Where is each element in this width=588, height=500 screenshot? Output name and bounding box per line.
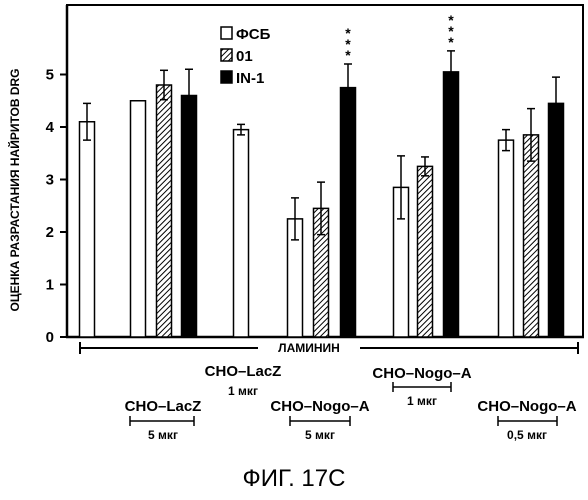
group-dose-2: 1 мкг	[228, 384, 258, 398]
group-label-2: CHO–LacZ	[205, 363, 282, 380]
bar	[182, 96, 197, 338]
legend-swatch-solid	[221, 71, 232, 83]
group-label-4: CHO–Nogo–A	[372, 365, 471, 382]
legend-label-3: IN-1	[236, 70, 264, 87]
bar	[418, 166, 433, 337]
legend-label-1: ФСБ	[236, 26, 271, 43]
y-ticks: 0 1 2 3 4 5	[46, 67, 67, 347]
bar	[157, 85, 172, 337]
y-tick-label: 4	[46, 119, 55, 136]
legend-swatch-open	[221, 27, 232, 39]
bar	[131, 101, 146, 337]
group-dose-3: 5 мкг	[305, 428, 335, 442]
bar	[234, 130, 249, 337]
legend-label-2: 01	[236, 48, 253, 65]
bar	[80, 122, 95, 337]
y-tick-label: 0	[46, 329, 54, 346]
bracket-label: ЛАМИНИН	[278, 341, 340, 355]
bar	[549, 103, 564, 337]
bar	[444, 72, 459, 337]
bar	[499, 140, 514, 337]
group-labels: CHO–LacZ 5 мкг CHO–LacZ 1 мкг CHO–Nogo–A…	[125, 363, 577, 442]
significance-star: *	[345, 25, 351, 41]
y-axis-label: ОЦЕНКА РАЗРАСТАНИЯ НАЙРИТОВ DRG	[7, 68, 22, 311]
group-dose-5: 0,5 мкг	[507, 428, 547, 442]
significance-stars: ***	[345, 25, 351, 63]
bar	[524, 135, 539, 337]
y-tick-label: 2	[46, 224, 54, 241]
significance-stars: ***	[448, 12, 454, 50]
group-dose-1: 5 мкг	[148, 428, 178, 442]
group-label-3: CHO–Nogo–A	[270, 398, 369, 415]
y-tick-label: 1	[46, 277, 54, 294]
bars: *** ***	[80, 12, 564, 337]
legend-swatch-hatched	[221, 49, 232, 61]
y-tick-label: 5	[46, 67, 54, 84]
figure-caption: ФИГ. 17C	[243, 465, 346, 492]
y-tick-label: 3	[46, 172, 54, 189]
significance-star: *	[448, 12, 454, 28]
laminin-bracket: ЛАМИНИН	[80, 341, 578, 355]
group-dose-4: 1 мкг	[407, 394, 437, 408]
group-label-1: CHO–LacZ	[125, 398, 202, 415]
bar	[341, 88, 356, 337]
legend: ФСБ 01 IN-1	[221, 26, 271, 87]
group-label-5: CHO–Nogo–A	[477, 398, 576, 415]
